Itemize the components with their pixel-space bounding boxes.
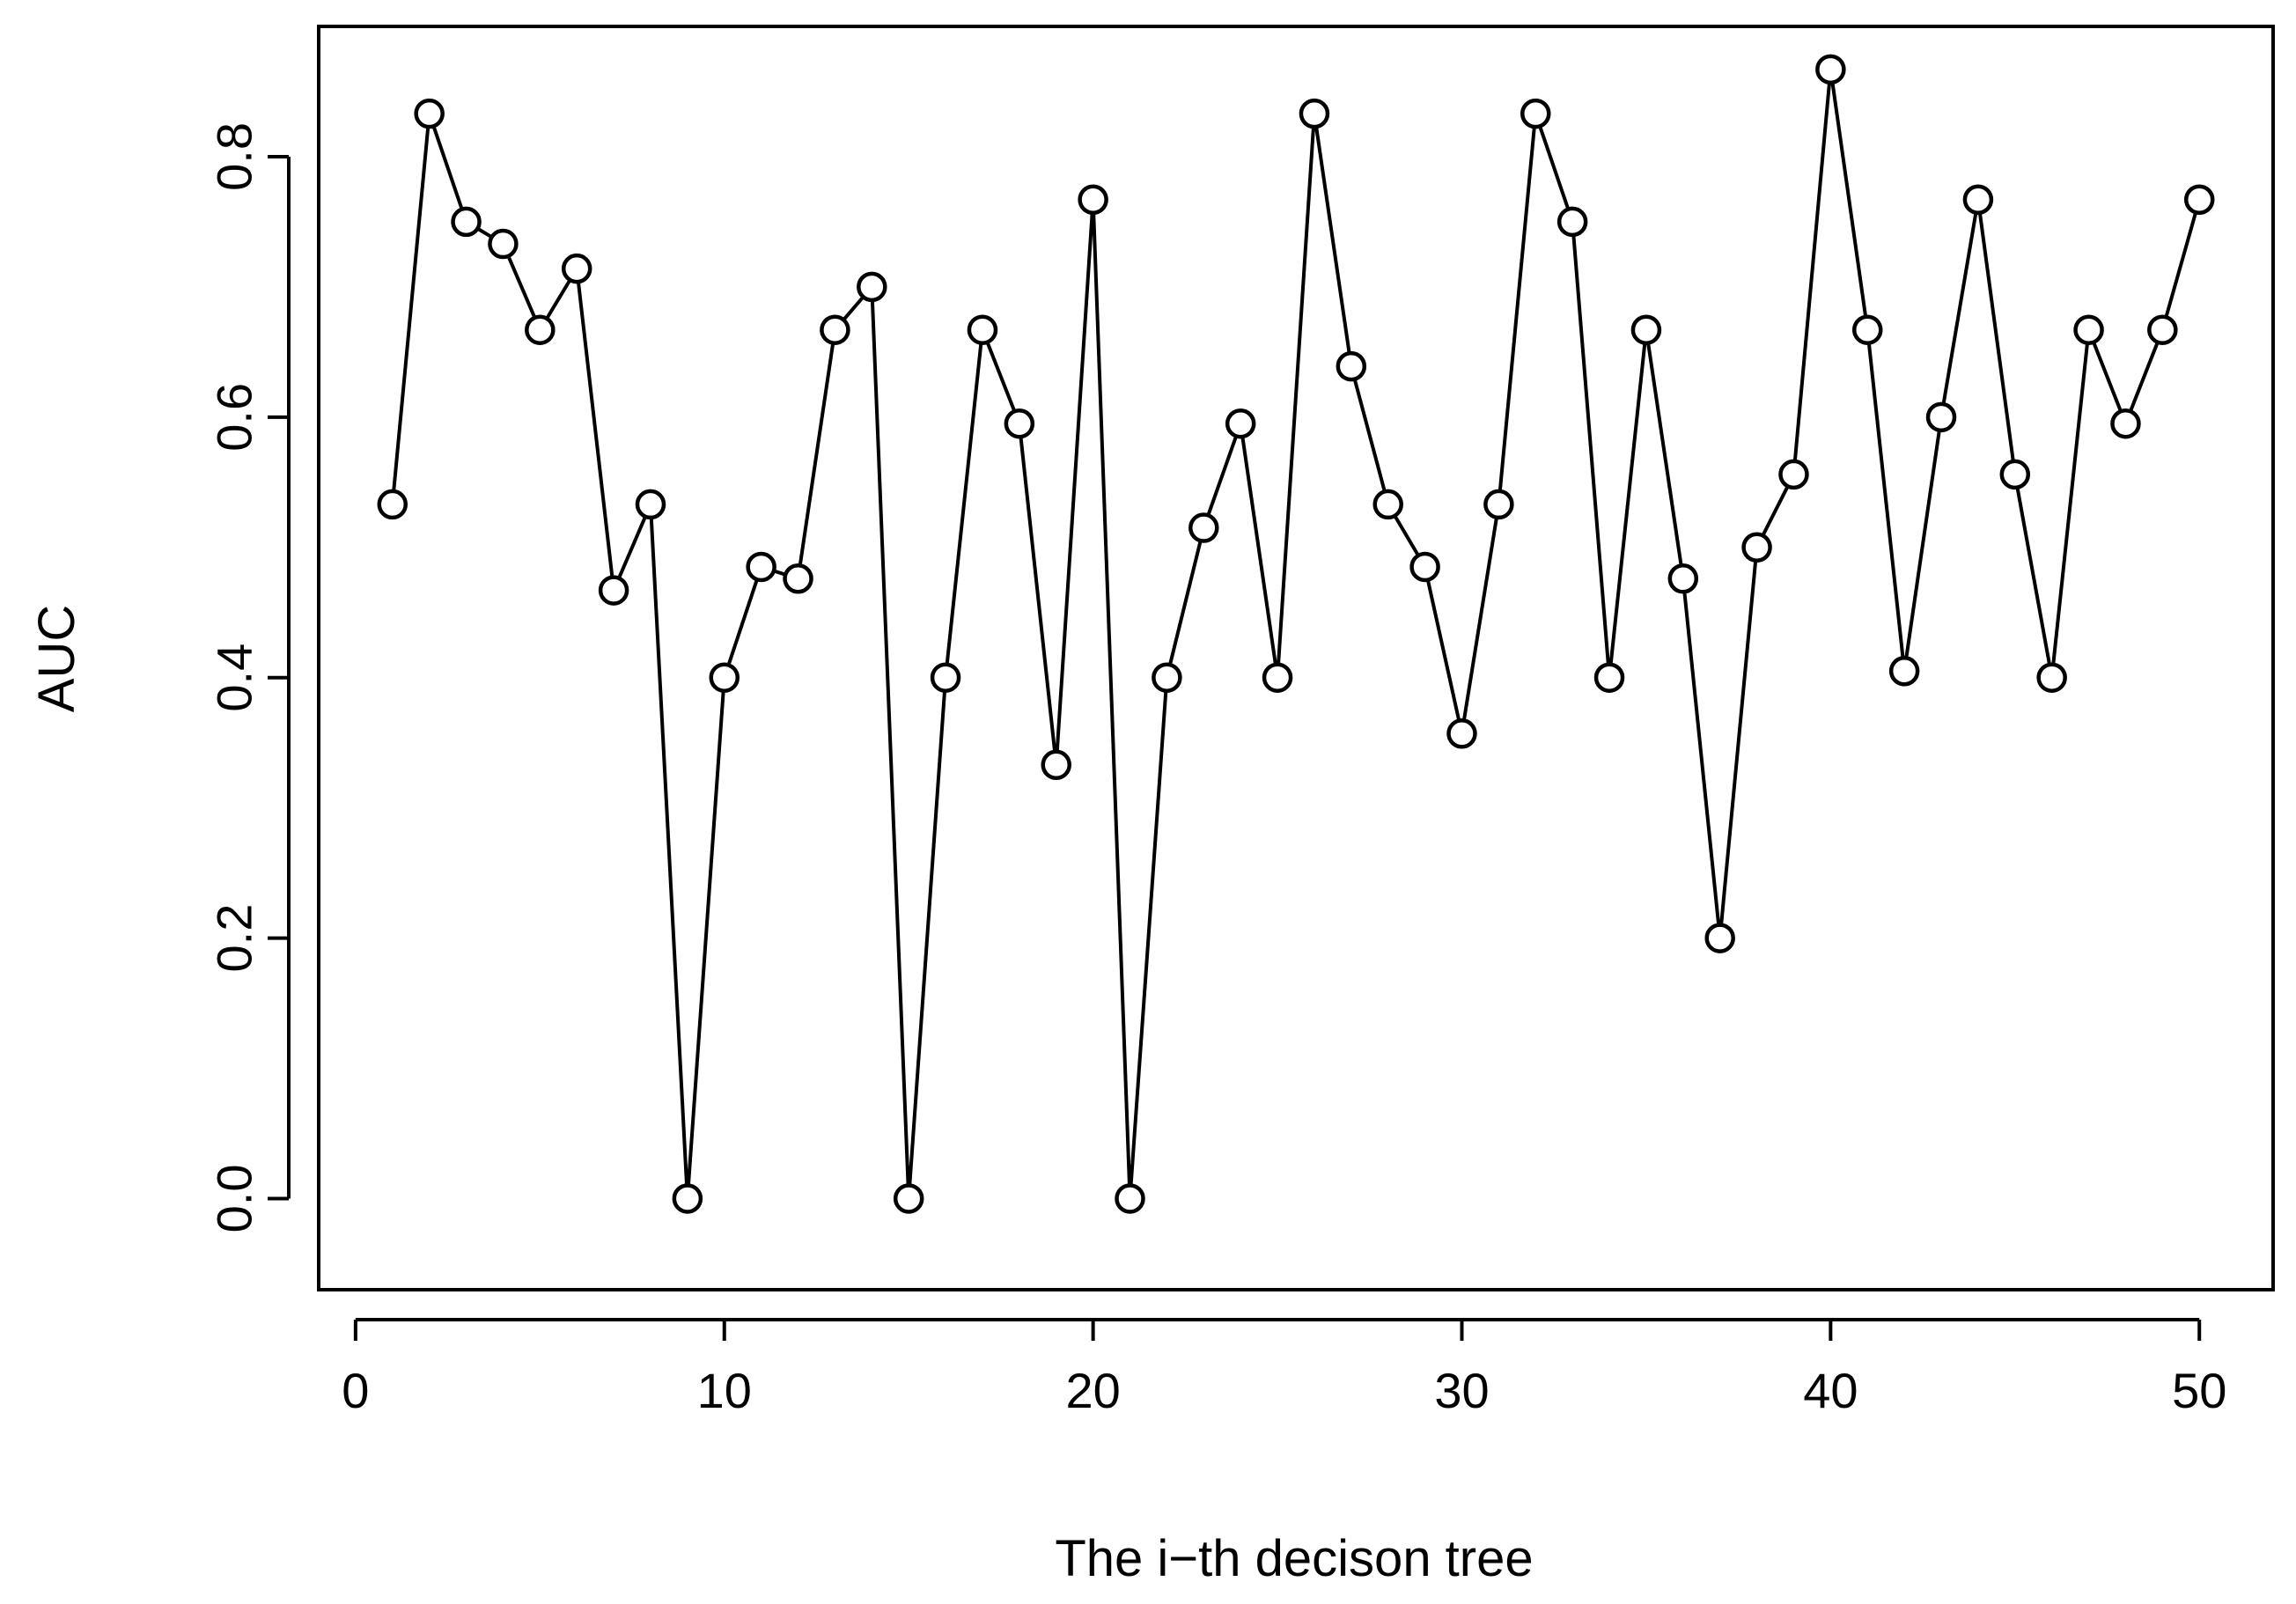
y-tick-label: 0.4	[207, 644, 262, 712]
series-group	[392, 82, 2198, 1186]
data-point	[1004, 408, 1035, 439]
data-point	[1851, 314, 1883, 345]
data-point	[2036, 662, 2067, 693]
data-point	[2073, 314, 2104, 345]
data-point	[2110, 408, 2141, 439]
data-point	[1630, 314, 1662, 345]
data-point	[783, 563, 813, 594]
data-point	[451, 206, 482, 238]
data-point	[709, 662, 740, 693]
data-point	[672, 1183, 703, 1214]
data-point	[1152, 662, 1182, 693]
data-point	[1041, 749, 1071, 781]
data-point	[893, 1183, 924, 1214]
data-point	[635, 489, 666, 520]
data-point	[930, 662, 961, 693]
data-point	[1741, 532, 1772, 563]
data-point	[1188, 512, 1219, 543]
data-point	[377, 489, 408, 520]
y-tick-label: 0.0	[207, 1165, 262, 1233]
data-point	[1336, 350, 1367, 382]
data-point	[2183, 184, 2215, 216]
data-point	[1409, 551, 1440, 583]
x-tick-label: 0	[342, 1363, 369, 1418]
data-points	[377, 54, 2215, 1214]
data-point	[1446, 718, 1477, 749]
x-tick-label: 10	[697, 1363, 752, 1418]
data-point	[1556, 206, 1588, 238]
data-point	[1372, 489, 1403, 520]
data-point	[1778, 459, 1809, 490]
data-point	[1704, 923, 1735, 953]
y-axis-label: AUC	[28, 605, 85, 712]
y-tick-label: 0.2	[207, 904, 262, 973]
data-point	[525, 314, 556, 345]
x-tick-label: 50	[2172, 1363, 2226, 1418]
data-point	[1962, 184, 1994, 216]
data-point	[1483, 489, 1514, 520]
data-point	[561, 253, 592, 284]
data-point	[1520, 98, 1551, 129]
data-point	[1115, 1183, 1145, 1214]
plot-frame	[317, 25, 2275, 1291]
data-point	[598, 575, 629, 606]
data-point	[1888, 656, 1920, 687]
data-point	[857, 271, 887, 303]
data-point	[1225, 408, 1256, 439]
data-point	[1925, 401, 1957, 433]
data-point	[1078, 184, 1108, 216]
data-point	[1262, 662, 1293, 693]
y-axis: 0.0 0.2 0.4 0.6 0.8	[207, 122, 291, 1233]
data-point	[2147, 314, 2178, 345]
data-point	[967, 314, 998, 345]
data-point	[820, 314, 850, 345]
data-point	[1815, 54, 1846, 85]
data-point	[1999, 459, 2031, 490]
y-tick-label: 0.6	[207, 383, 262, 452]
series-line	[392, 82, 2198, 1186]
data-point	[488, 228, 519, 260]
x-tick-label: 20	[1065, 1363, 1120, 1418]
x-tick-label: 30	[1434, 1363, 1489, 1418]
data-point	[1299, 98, 1330, 129]
data-point	[746, 551, 776, 583]
data-point	[1667, 563, 1699, 594]
x-tick-label: 40	[1803, 1363, 1858, 1418]
data-point	[1593, 662, 1625, 693]
x-axis-label: The i−th decison tree	[1055, 1530, 1533, 1587]
x-axis: 0 10 20 30 40 50	[342, 1318, 2226, 1418]
y-tick-label: 0.8	[207, 122, 262, 191]
data-point	[414, 98, 445, 129]
